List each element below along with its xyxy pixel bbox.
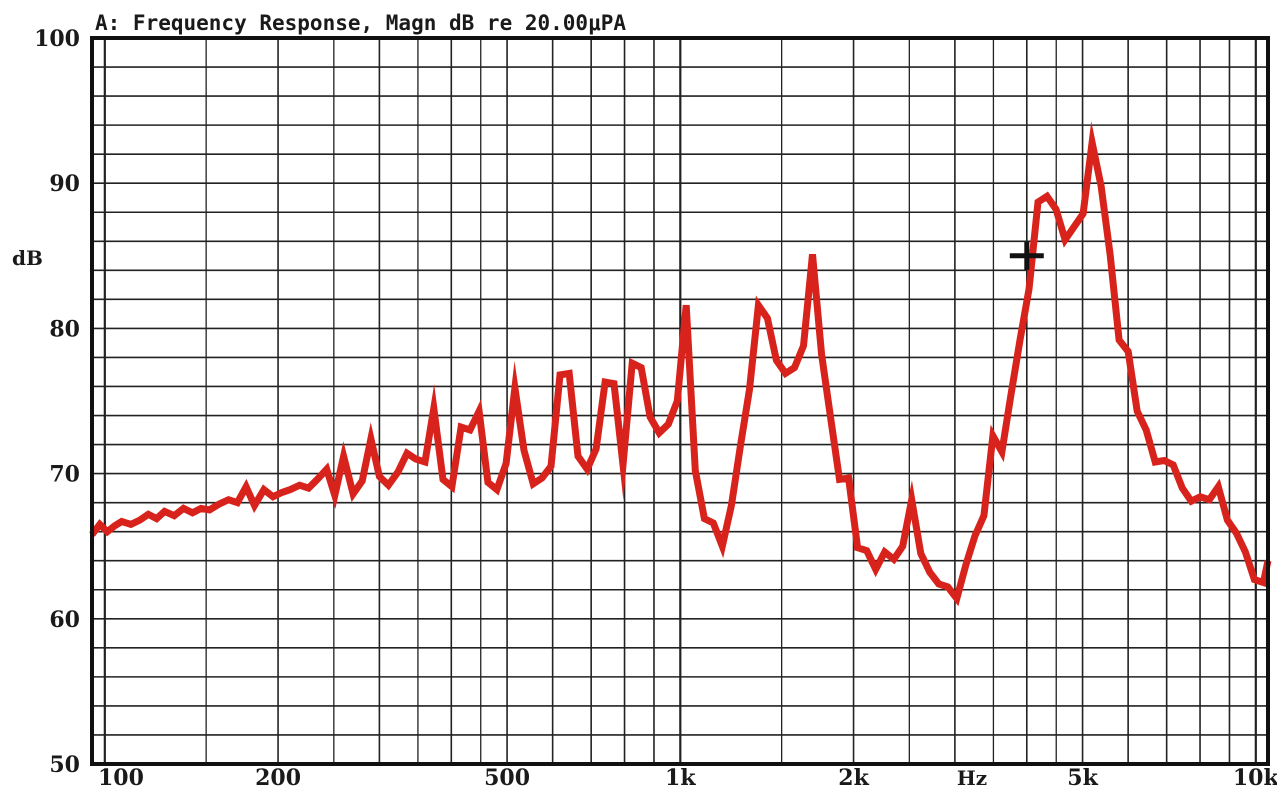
x-tick-label: 200 <box>255 765 301 791</box>
x-tick-label: 10k <box>1233 765 1277 791</box>
chart-title: A: Frequency Response, Magn dB re 20.00μ… <box>95 11 626 35</box>
x-tick-label: 2k <box>838 765 869 791</box>
plot-frame <box>90 36 1270 766</box>
frequency-response-line <box>89 121 1272 607</box>
x-tick-label: 5k <box>1067 765 1098 791</box>
y-tick-label: 50 <box>49 752 80 778</box>
y-tick-label: 60 <box>49 607 80 633</box>
x-axis-label: Hz <box>957 766 987 790</box>
y-tick-label: 80 <box>49 316 80 342</box>
y-tick-label: 90 <box>49 171 80 197</box>
x-tick-label: 1k <box>665 765 696 791</box>
y-tick-label: 100 <box>34 26 80 52</box>
x-tick-label: 500 <box>484 765 530 791</box>
x-tick-labels: 100 200 500 1k 2k 5k 10k <box>98 765 1277 791</box>
y-axis-label: dB <box>12 246 43 270</box>
x-tick-label: 100 <box>98 765 144 791</box>
y-tick-labels: 50 60 70 80 90 100 <box>34 26 80 778</box>
cursor-marker <box>1009 241 1044 270</box>
series-layer <box>89 121 1272 607</box>
y-tick-label: 70 <box>49 462 80 488</box>
plot-border <box>90 36 1270 766</box>
